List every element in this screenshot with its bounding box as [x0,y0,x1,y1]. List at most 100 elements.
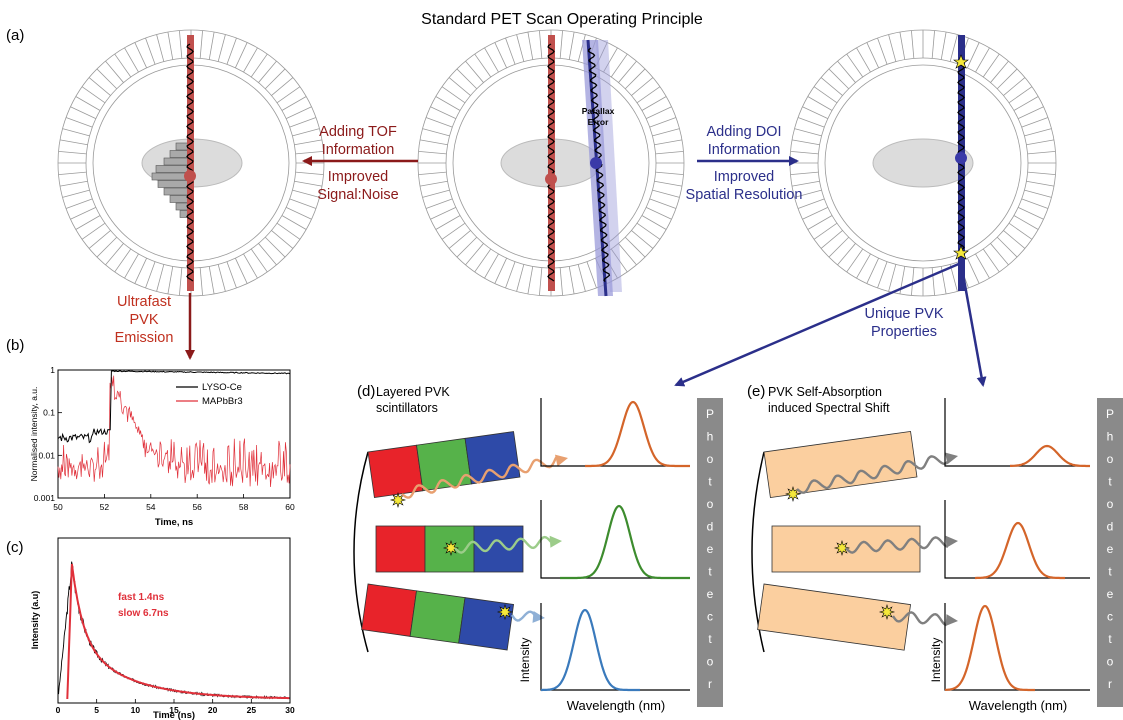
pvk-crystal-body [757,583,912,651]
parallax-band-outer [596,40,622,292]
detector-segment [649,117,677,128]
detector-segment [124,47,139,73]
crystal-row [375,525,524,573]
detector-segment [448,230,471,249]
chart-c-xtick-label: 25 [247,705,257,715]
spark-red [389,491,407,509]
detector-segment [645,207,672,220]
detector-segment [618,243,637,266]
detector-segment [456,236,478,258]
ultrafast-label-2: PVK [129,312,158,328]
detector-segment [610,248,628,273]
detector-segment [624,68,646,90]
annihilation-point-3 [955,152,967,164]
pvk-crystal-body [763,430,918,499]
detector-segment [294,139,323,146]
detector-segment [58,151,87,155]
detector-segment [846,53,864,78]
detector-segment [820,77,843,96]
chart-c: Time (ns) Intensity (a.u) fast 1.4ns slo… [30,537,295,720]
unique-label-1: Unique PVK [865,306,944,322]
detector-segment [618,60,637,83]
tof-histogram [151,142,191,218]
detector-segment [1003,230,1026,249]
detector-segment [292,128,320,137]
detector-segment [88,77,111,96]
chart-b: Time, ns Normalised intensity, a.u. LYSO… [29,365,295,528]
detector-segment [791,139,820,146]
panel-e-title-2: induced Spectral Shift [768,401,890,415]
detector-segment [430,106,457,119]
tof-label-2: Information [322,142,395,158]
detector-segment [105,243,124,266]
detector-segment [790,171,819,175]
photodetector-e [1097,398,1123,707]
detector-segment [199,30,203,59]
detector-segment [624,236,646,258]
spark-e2 [833,539,851,557]
photon-green-head [549,535,562,548]
detector-segment [58,171,87,175]
detector-segment [285,207,312,220]
detector-segment [435,96,461,111]
panel-e-ylabel: Intensity [929,638,943,683]
detector-segment [419,180,448,187]
detector-segment [505,37,516,65]
legend-lyso-label: LYSO-Ce [202,382,242,393]
detector-segment [888,264,897,292]
chart-c-xtick-label: 15 [169,705,179,715]
detector-segment [654,180,683,187]
detector-segment [837,243,856,266]
detector-segment [828,68,850,90]
detector-segment [877,261,888,289]
pet-ring-tof [57,29,325,297]
detector-segment [59,139,88,146]
detector-segment [655,171,684,175]
photon-blue-head [532,610,545,623]
spark-top [953,54,969,69]
detector-segment [1024,189,1052,198]
detector-segment [271,230,294,249]
detector-segment [59,180,88,187]
crystal-layer [416,437,472,492]
gamma-wave-1 [186,43,194,282]
photon-e1 [796,455,949,494]
spark-e3 [878,603,896,621]
detector-segment [235,42,248,69]
detector-segment [441,222,466,240]
detector-segment [226,261,237,289]
detector-segment [258,243,277,266]
detector-segment [418,171,447,175]
detector-segment [425,117,453,128]
chart-b-xlabel: Time, ns [155,517,193,528]
spectrum-axis-e2 [944,500,1090,579]
detector-segment [802,207,829,220]
detector-segment [949,34,958,62]
pvk-crystal [771,525,921,573]
detector-segment [114,248,132,273]
parallax-label-1: Parallax [582,106,615,116]
detector-segment [516,34,525,62]
detector-segment [899,31,906,60]
detector-segment [289,117,317,128]
detector-segment [145,261,156,289]
detector-segment [281,96,307,111]
parallax-point [590,157,602,169]
pvk-crystal [757,583,912,651]
spectrum-e2 [975,521,1065,580]
detector-segment [430,207,457,220]
detector-segment [199,267,203,296]
crystal-layer [409,590,466,644]
detector-segment [425,198,453,209]
histogram-bin [163,157,191,166]
detector-segment [281,215,307,230]
detector-segment [982,53,1000,78]
detector-segment [807,96,833,111]
chart-b-ytick-label: 0.1 [43,408,55,418]
detector-segment [167,31,174,60]
detector-segment [828,236,850,258]
unique-arrow-e [959,262,987,387]
detector-segment [167,266,174,295]
